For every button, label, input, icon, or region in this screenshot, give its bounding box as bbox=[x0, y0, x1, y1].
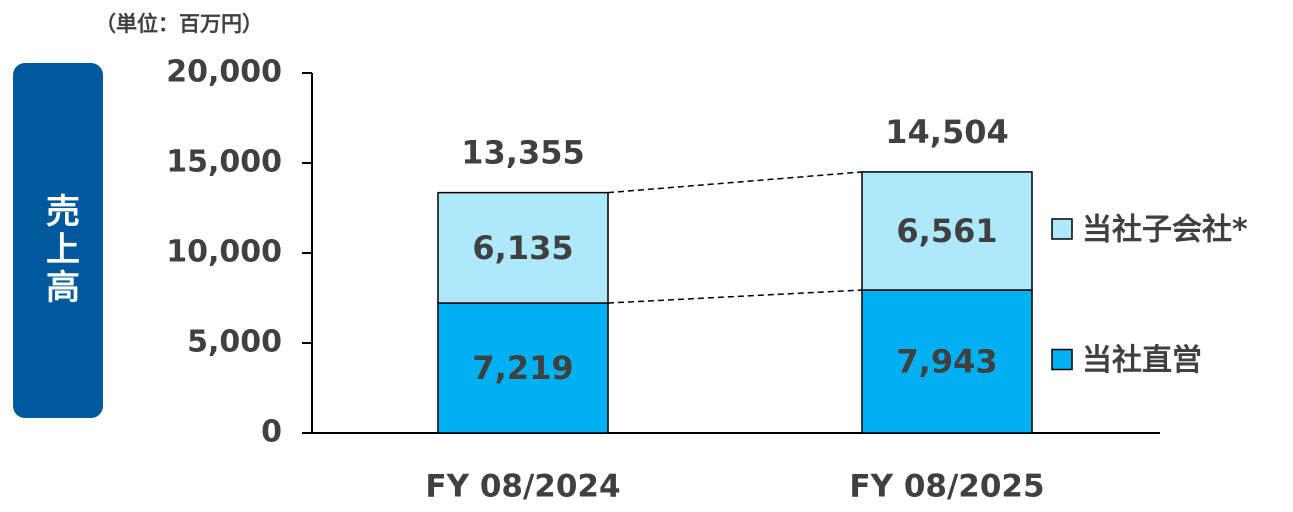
legend-label: 当社直営 bbox=[1082, 343, 1202, 378]
segment-label: 6,561 bbox=[896, 212, 997, 250]
x-tick-label: FY 08/2025 bbox=[849, 469, 1044, 505]
unit-label: （単位：百万円） bbox=[95, 12, 263, 36]
legend-swatch bbox=[1051, 348, 1073, 371]
segment-label: 7,219 bbox=[472, 349, 573, 387]
x-tick-label: FY 08/2024 bbox=[425, 469, 620, 505]
bar-segment bbox=[437, 191, 609, 304]
y-tick-label: 10,000 bbox=[166, 235, 282, 270]
y-tick-label: 0 bbox=[261, 415, 282, 450]
segment-label: 6,135 bbox=[472, 229, 573, 267]
total-label: 14,504 bbox=[885, 113, 1008, 151]
total-label: 13,355 bbox=[461, 134, 584, 172]
segment-label: 7,943 bbox=[896, 343, 997, 381]
side-label: 売上高 bbox=[40, 193, 80, 307]
legend-swatch bbox=[1051, 218, 1073, 240]
y-tick-label: 20,000 bbox=[166, 55, 282, 90]
y-tick-label: 15,000 bbox=[166, 145, 282, 180]
connector bbox=[607, 171, 863, 194]
connector bbox=[607, 289, 863, 304]
y-tick-label: 5,000 bbox=[187, 325, 282, 360]
legend-label: 当社子会社* bbox=[1082, 212, 1248, 247]
bar-segment bbox=[861, 171, 1033, 291]
side-label-box bbox=[13, 63, 103, 418]
bar-segment bbox=[861, 289, 1033, 434]
